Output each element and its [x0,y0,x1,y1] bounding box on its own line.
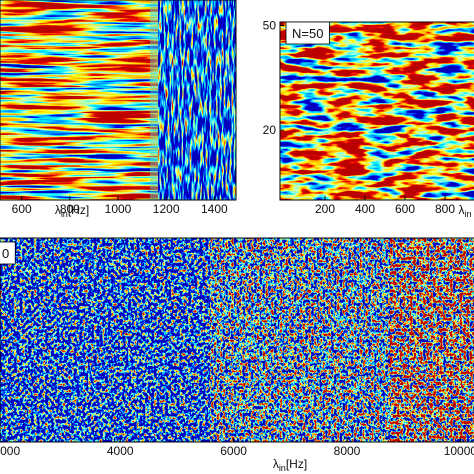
x-tick-label: 600 [395,202,415,216]
x-tick-label: 8000 [334,444,361,458]
annotation-box [285,21,330,45]
x-axis-label: λin[Hz] [55,203,89,219]
x-tick-label: 1400 [201,202,228,216]
x-axis-label-part: in [279,463,286,473]
x-tick-label: 6000 [220,444,247,458]
annotation: N=50 [285,21,330,45]
annotation-text: N=50 [292,26,323,41]
x-tick-label: 200 [315,202,335,216]
annotation-box [0,241,16,265]
heatmap-top-right [279,21,474,201]
x-tick-label: 1000 [105,202,132,216]
heatmap-top-left [0,0,237,201]
x-axis-label: λin [458,203,471,219]
heatmap-region [0,238,210,442]
x-axis-label-part: [Hz] [68,203,89,217]
panel-frame [0,237,474,443]
x-axis-label: λin[Hz] [273,457,307,473]
panel-frame [279,21,474,201]
x-axis-label-part: λ [458,203,464,217]
annotation: 0 [0,241,16,265]
x-axis-label-part: λ [273,457,279,471]
x-tick-label: 800 [435,202,455,216]
heatmap-bottom [0,237,474,443]
x-tick-label: 1200 [153,202,180,216]
x-axis-label-part: in [464,209,471,219]
y-tick-label: 50 [263,18,277,32]
heatmap-region [390,238,474,442]
x-tick-label: 400 [355,202,375,216]
x-tick-label: 2000 [0,444,20,458]
y-tick-label: 20 [263,123,277,137]
annotation-text: 0 [2,246,9,261]
heatmap-region [210,238,390,442]
heatmap-region [158,0,236,200]
x-tick-label: 4000 [107,444,134,458]
x-tick-label: 800 [60,202,80,216]
heatmap-region [280,22,474,200]
x-axis-label-part: λ [55,203,61,217]
x-axis-label-part: in [61,209,68,219]
x-tick-label: 600 [12,202,32,216]
x-tick-label: 10000 [444,444,474,458]
x-axis-label-part: [Hz] [286,457,307,471]
heatmap-region [0,0,158,200]
